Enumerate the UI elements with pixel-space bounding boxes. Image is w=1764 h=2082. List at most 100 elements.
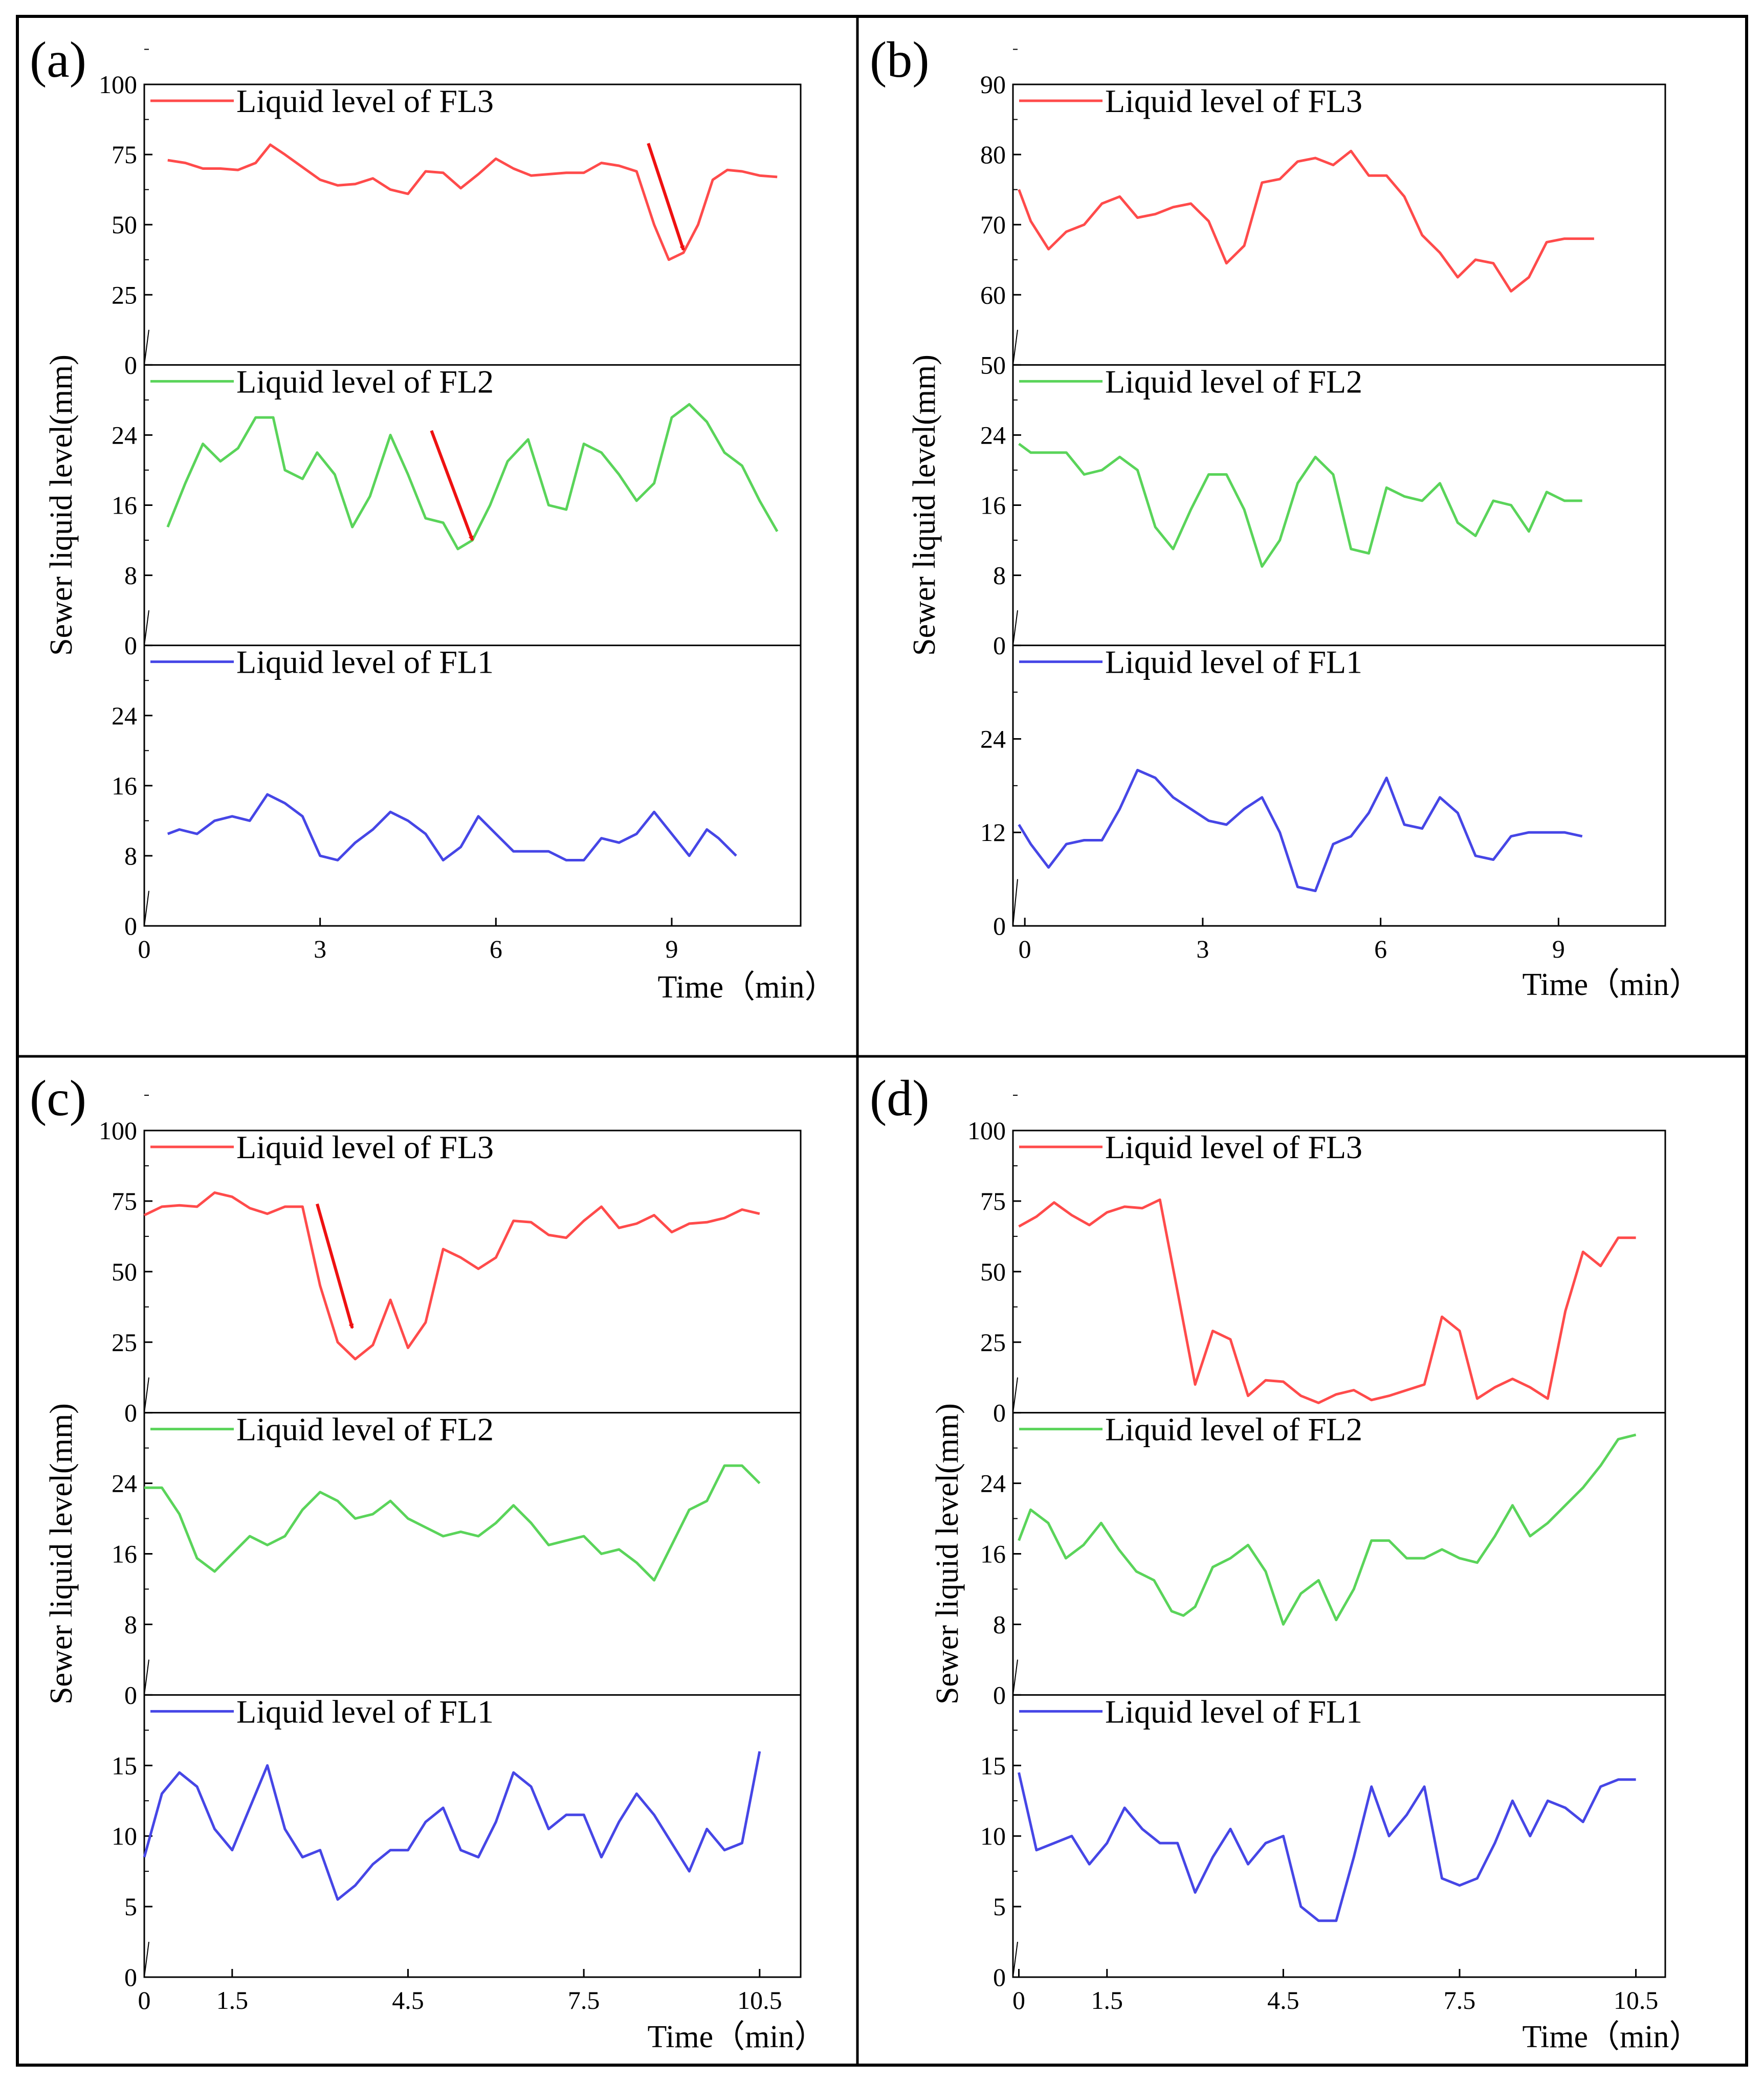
plot-frame	[1012, 1129, 1666, 1978]
x-tick-label: 3	[314, 935, 326, 963]
x-tick-label: 3	[1196, 935, 1209, 963]
subplot-1: 0 8 16 24 Liquid level of FL2	[980, 1411, 1665, 1709]
y-tick-label: 25	[112, 1328, 137, 1357]
y-tick-label: 50	[980, 1257, 1006, 1286]
series-line	[1018, 1198, 1636, 1404]
annotation-arrow	[430, 430, 474, 541]
y-minor-tick	[1012, 879, 1018, 926]
y-tick-label: 24	[980, 1469, 1006, 1498]
y-tick-label: 100	[99, 1116, 137, 1145]
y-tick-label: 8	[993, 561, 1006, 590]
y-minor-tick	[1012, 610, 1018, 646]
y-tick-label: 8	[124, 1610, 137, 1638]
y-tick-label: 16	[980, 491, 1006, 520]
legend-label: Liquid level of FL1	[1105, 644, 1362, 680]
y-minor-tick	[144, 610, 149, 646]
y-tick-label: 50	[112, 1257, 137, 1286]
subplot-2: 0 5 10 15 Liquid level of FL1	[112, 1693, 801, 1991]
panel-label: (c)	[30, 1070, 86, 1126]
y-tick-label: 12	[980, 818, 1006, 847]
y-tick-label: 25	[980, 1328, 1006, 1357]
legend-label: Liquid level of FL1	[236, 1693, 494, 1730]
legend-label: Liquid level of FL2	[236, 1411, 494, 1448]
series-line	[1018, 442, 1582, 568]
x-tick-label: 4.5	[1267, 1986, 1299, 2014]
x-tick-label: 9	[665, 935, 678, 963]
subplot-2: 0 12 24 Liquid level of FL1	[980, 644, 1665, 940]
legend-label: Liquid level of FL3	[236, 1129, 494, 1165]
y-tick-label: 0	[993, 912, 1006, 940]
y-minor-tick	[144, 329, 149, 365]
x-axis-title: Time（min）	[647, 2020, 826, 2054]
y-axis-title: Sewer liquid level(mm)	[907, 355, 942, 656]
y-tick-label: 0	[124, 350, 137, 379]
series-line	[144, 1464, 761, 1582]
x-tick-label: 6	[1374, 935, 1387, 963]
y-tick-label: 90	[980, 70, 1006, 99]
subplot-1: 0 8 16 24 Liquid level of FL2	[980, 363, 1665, 660]
x-tick-label: 6	[490, 935, 502, 963]
y-tick-label: 80	[980, 140, 1006, 169]
series-line	[1018, 149, 1594, 293]
chart-panel-0: (a) 0 25 50 75 100 Liquid level of FL3 0 8 16 24 Li…	[30, 31, 836, 1005]
y-tick-label: 24	[980, 420, 1006, 449]
y-minor-tick	[1012, 1659, 1018, 1695]
series-line	[167, 143, 778, 261]
y-axis-title: Sewer liquid level(mm)	[44, 355, 79, 656]
x-tick-label: 0	[138, 935, 151, 963]
y-tick-label: 0	[124, 1680, 137, 1709]
plot-frame	[143, 1129, 802, 1978]
y-tick-label: 10	[112, 1822, 137, 1850]
series-line	[143, 1191, 760, 1361]
y-tick-label: 75	[112, 140, 137, 169]
y-tick-label: 15	[980, 1751, 1006, 1780]
subplot-2: 0 5 10 15 Liquid level of FL1	[980, 1693, 1665, 1991]
legend-label: Liquid level of FL2	[236, 363, 494, 400]
y-tick-label: 0	[993, 1399, 1006, 1427]
legend-label: Liquid level of FL1	[1105, 1693, 1362, 1730]
y-tick-label: 15	[112, 1751, 137, 1780]
x-tick-label: 4.5	[392, 1986, 424, 2014]
legend-label: Liquid level of FL1	[236, 644, 494, 680]
series-line	[1018, 1433, 1637, 1626]
y-minor-tick	[1012, 1377, 1018, 1413]
y-tick-label: 70	[980, 210, 1006, 239]
y-tick-label: 5	[993, 1892, 1006, 1921]
y-tick-label: 0	[124, 1963, 137, 1991]
y-axis-title: Sewer liquid level(mm)	[44, 1403, 79, 1704]
annotation-arrow	[316, 1203, 354, 1330]
y-tick-label: 8	[124, 561, 137, 590]
x-axis-title: Time（min）	[1522, 967, 1701, 1002]
y-minor-tick	[144, 1659, 149, 1695]
legend-label: Liquid level of FL2	[1105, 363, 1362, 400]
panel-label: (b)	[870, 31, 930, 88]
subplot-0: 0 25 50 75 100 Liquid level of FL3	[99, 1095, 760, 1427]
y-minor-tick	[1012, 329, 1018, 365]
x-axis-title: Time（min）	[1522, 2020, 1701, 2054]
y-tick-label: 24	[980, 724, 1006, 753]
x-tick-label: 9	[1552, 935, 1565, 963]
y-tick-label: 0	[993, 631, 1006, 660]
subplot-0: 0 25 50 75 100 Liquid level of FL3	[967, 1095, 1636, 1427]
subplot-1: 0 8 16 24 Liquid level of FL2	[112, 1411, 801, 1709]
y-minor-tick	[144, 1377, 149, 1413]
y-tick-label: 0	[993, 1963, 1006, 1991]
y-tick-label: 25	[112, 280, 137, 309]
x-axis-title: Time（min）	[657, 970, 836, 1005]
y-tick-label: 75	[980, 1187, 1006, 1215]
x-tick-label: 0	[1019, 935, 1031, 963]
legend-label: Liquid level of FL3	[1105, 83, 1362, 119]
legend-label: Liquid level of FL2	[1105, 1411, 1362, 1448]
y-tick-label: 8	[124, 841, 137, 870]
y-tick-label: 16	[112, 771, 137, 800]
y-tick-label: 75	[112, 1187, 137, 1215]
x-tick-label: 7.5	[568, 1986, 600, 2014]
annotation-arrow	[647, 143, 685, 251]
subplot-0: 0 25 50 75 100 Liquid level of FL3	[99, 49, 778, 379]
y-tick-label: 10	[980, 1822, 1006, 1850]
y-tick-label: 100	[967, 1116, 1006, 1145]
